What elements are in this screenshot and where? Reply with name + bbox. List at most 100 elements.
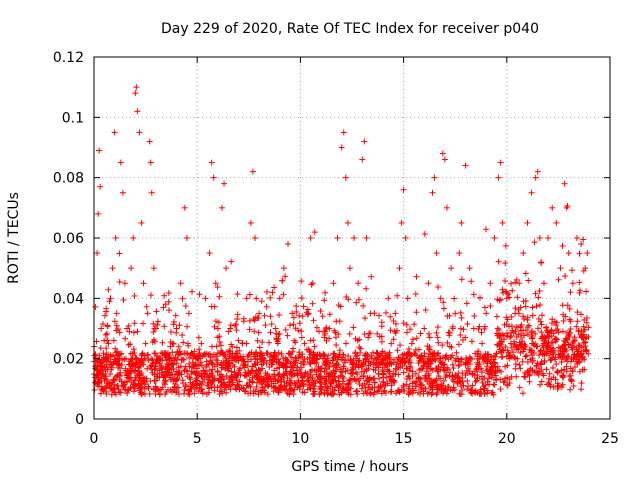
data-point [573, 323, 580, 330]
data-point-peak [355, 280, 362, 287]
data-point [233, 344, 240, 351]
data-point [131, 320, 138, 327]
data-point [451, 295, 458, 302]
data-point [223, 389, 230, 396]
data-point [295, 327, 302, 334]
data-point [425, 330, 432, 337]
data-point [578, 386, 585, 393]
data-point [405, 349, 412, 356]
data-point [456, 390, 463, 397]
data-point [459, 378, 466, 385]
data-point [134, 328, 141, 335]
data-point [385, 295, 392, 302]
data-point [485, 375, 492, 382]
data-point [571, 364, 578, 371]
data-point [522, 270, 529, 277]
data-point [142, 355, 149, 362]
data-point [283, 368, 290, 375]
data-point [570, 383, 577, 390]
data-point [161, 323, 168, 330]
data-point [452, 373, 459, 380]
data-point-peak [429, 189, 436, 196]
data-point [211, 323, 218, 330]
data-point [103, 345, 110, 352]
data-point [473, 377, 480, 384]
data-point [203, 363, 210, 370]
data-point [491, 352, 498, 359]
data-point [519, 338, 526, 345]
data-point [574, 350, 581, 357]
data-point [508, 329, 515, 336]
data-point-peak [344, 219, 351, 226]
data-point [403, 381, 410, 388]
data-point [435, 363, 442, 370]
data-point-peak [439, 150, 446, 157]
data-point [166, 364, 173, 371]
data-point [565, 341, 572, 348]
data-point [283, 360, 290, 367]
data-point [199, 362, 206, 369]
data-point [156, 367, 163, 374]
data-point [134, 356, 141, 363]
data-point [322, 358, 329, 365]
data-point-peak [534, 168, 541, 175]
data-point [216, 333, 223, 340]
data-point-peak [239, 340, 246, 347]
data-point [443, 364, 450, 371]
data-point [236, 378, 243, 385]
data-point [527, 365, 534, 372]
data-point [381, 387, 388, 394]
data-point [262, 369, 269, 376]
data-point [333, 318, 340, 325]
data-point [336, 381, 343, 388]
data-point [524, 314, 531, 321]
data-point [166, 307, 173, 314]
data-point-peak [528, 189, 535, 196]
data-point [583, 319, 590, 326]
data-point-peak [194, 370, 201, 377]
data-point [156, 360, 163, 367]
data-point [199, 390, 206, 397]
data-point [310, 385, 317, 392]
data-point [170, 355, 177, 362]
data-point [186, 360, 193, 367]
data-point [127, 341, 134, 348]
data-point [234, 311, 241, 318]
data-point [403, 329, 410, 336]
data-point [352, 350, 359, 357]
data-point [216, 293, 223, 300]
data-point [155, 387, 162, 394]
data-point [508, 354, 515, 361]
data-point-peak [404, 295, 411, 302]
data-point-peak [142, 340, 149, 347]
data-point [504, 347, 511, 354]
data-point [366, 330, 373, 337]
data-point [260, 378, 267, 385]
data-point [209, 372, 216, 379]
data-point [286, 350, 293, 357]
data-point [304, 311, 311, 318]
data-point [335, 302, 342, 309]
data-point [484, 390, 491, 397]
data-point [356, 344, 363, 351]
data-point [311, 343, 318, 350]
data-point [390, 318, 397, 325]
data-point [158, 371, 165, 378]
data-point-peak [367, 310, 374, 317]
data-point [281, 383, 288, 390]
data-point [298, 328, 305, 335]
data-point [504, 362, 511, 369]
data-point [316, 376, 323, 383]
y-axis-title: ROTI / TECUs [6, 192, 22, 284]
data-point [580, 347, 587, 354]
data-point [246, 326, 253, 333]
data-point [403, 365, 410, 372]
data-point [144, 351, 151, 358]
data-point [321, 368, 328, 375]
data-point [455, 341, 462, 348]
data-point [566, 373, 573, 380]
data-point [482, 350, 489, 357]
data-point [276, 364, 283, 371]
data-point-peak [212, 280, 219, 287]
data-point [304, 306, 311, 313]
